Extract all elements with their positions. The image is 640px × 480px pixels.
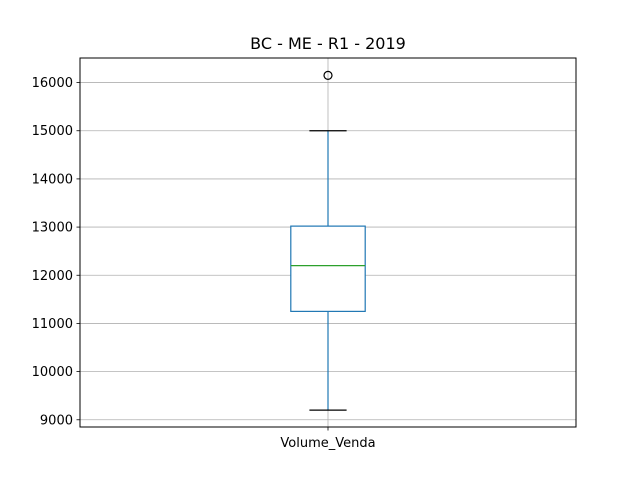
chart-title: BC - ME - R1 - 2019 <box>250 34 406 53</box>
y-tick-label: 9000 <box>40 413 73 428</box>
y-tick-label: 14000 <box>32 172 73 187</box>
iqr-box <box>290 225 366 312</box>
y-tick-label: 12000 <box>32 269 73 284</box>
y-tick-label: 13000 <box>32 221 73 236</box>
y-tick-label: 10000 <box>32 365 73 380</box>
marks-layer <box>290 70 366 411</box>
y-tick-label: 15000 <box>32 124 73 139</box>
ticks-layer: 9000 10000 11000 12000 13000 14000 15000 16000 V… <box>32 76 376 451</box>
x-tick-label: Volume_Venda <box>280 436 375 451</box>
outlier-point <box>323 70 333 80</box>
y-tick-label: 11000 <box>32 317 73 332</box>
y-tick-label: 16000 <box>32 76 73 91</box>
